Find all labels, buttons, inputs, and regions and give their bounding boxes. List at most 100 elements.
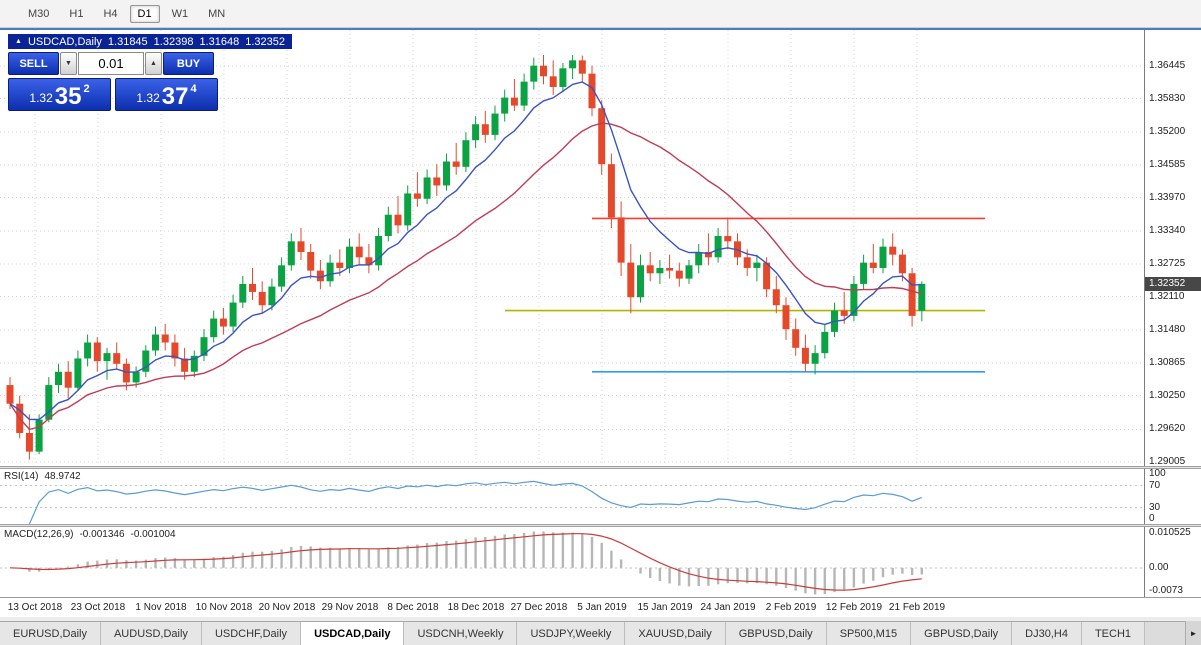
tab-gbpusd-daily[interactable]: GBPUSD,Daily xyxy=(911,622,1013,645)
timeframe-button-w1[interactable]: W1 xyxy=(164,5,197,23)
price-axis-label: 1.31480 xyxy=(1149,324,1186,336)
lot-increase-button[interactable]: ▲ xyxy=(145,52,162,75)
tab-scroll-right-button[interactable]: ► xyxy=(1185,621,1201,645)
chart-title-bar: ▲ USDCAD,Daily 1.31845 1.32398 1.31648 1… xyxy=(8,34,292,49)
price-axis-label: 1.30250 xyxy=(1149,389,1186,401)
indicator-axis-label: -0.0073 xyxy=(1149,585,1183,596)
triangle-up-icon: ▲ xyxy=(15,38,22,45)
tab-audusd-daily[interactable]: AUDUSD,Daily xyxy=(100,622,202,645)
tab-eurusd-daily[interactable]: EURUSD,Daily xyxy=(0,622,101,645)
lot-size-input[interactable]: 0.01 xyxy=(78,52,144,75)
sell-price-prefix: 1.32 xyxy=(29,91,53,105)
macd-panel[interactable]: MACD(12,26,9) -0.001346 -0.001004 xyxy=(0,527,1144,597)
rsi-value: 48.9742 xyxy=(44,471,81,482)
date-axis-label: 12 Feb 2019 xyxy=(825,602,883,613)
indicator-axis-label: 100 xyxy=(1149,468,1166,479)
date-axis-label: 18 Dec 2018 xyxy=(447,602,505,613)
macd-signal-value: -0.001004 xyxy=(130,529,176,540)
buy-price-point: 4 xyxy=(190,83,197,95)
ohlc-low: 1.31648 xyxy=(199,35,240,48)
macd-main-value: -0.001346 xyxy=(79,529,125,540)
sell-button[interactable]: SELL xyxy=(8,52,59,75)
rsi-name: RSI(14) xyxy=(4,471,39,482)
tab-usdcad-daily[interactable]: USDCAD,Daily xyxy=(301,622,405,645)
rsi-panel[interactable]: RSI(14) 48.9742 xyxy=(0,469,1144,524)
ohlc-close: 1.32352 xyxy=(245,35,285,48)
sell-price-point: 2 xyxy=(83,83,90,95)
trade-controls-row: SELL ▼ 0.01 ▲ BUY xyxy=(8,52,218,75)
indicator-axis-label: 0.00 xyxy=(1149,561,1169,573)
tab-usdchf-daily[interactable]: USDCHF,Daily xyxy=(201,622,302,645)
rsi-line xyxy=(28,480,923,524)
tab-gbpusd-daily[interactable]: GBPUSD,Daily xyxy=(725,622,827,645)
sell-price-pips: 35 xyxy=(54,82,82,110)
macd-indicator-label: MACD(12,26,9) -0.001346 -0.001004 xyxy=(4,529,176,540)
status-strip xyxy=(0,617,1201,621)
sell-price-button[interactable]: 1.32 35 2 xyxy=(8,78,111,111)
price-chart-canvas[interactable] xyxy=(0,30,1144,466)
candles-group xyxy=(6,55,926,460)
tab-usdjpy-weekly[interactable]: USDJPY,Weekly xyxy=(517,622,626,645)
price-axis-label: 1.32725 xyxy=(1149,257,1186,269)
date-axis-label: 20 Nov 2018 xyxy=(258,602,316,613)
price-chart[interactable] xyxy=(0,30,1144,466)
tab-dj30-h4[interactable]: DJ30,H4 xyxy=(1012,622,1082,645)
macd-canvas xyxy=(0,531,1144,595)
lot-decrease-button[interactable]: ▼ xyxy=(60,52,77,75)
tab-tech1[interactable]: TECH1 xyxy=(1081,622,1145,645)
ma-fast-line xyxy=(9,81,922,421)
tab-sp500-m15[interactable]: SP500,M15 xyxy=(826,622,912,645)
chevron-down-icon: ▼ xyxy=(65,60,72,67)
buy-button[interactable]: BUY xyxy=(163,52,214,75)
ohlc-open: 1.31845 xyxy=(107,35,148,48)
one-click-trading-panel: SELL ▼ 0.01 ▲ BUY 1.32 35 2 1.32 37 4 xyxy=(8,52,218,111)
price-axis-label: 1.36445 xyxy=(1149,59,1186,71)
date-axis-label: 15 Jan 2019 xyxy=(637,602,693,613)
indicator-axis-label: 0.010525 xyxy=(1149,527,1191,538)
symbol-tab-bar: EURUSD,Daily AUDUSD,Daily USDCHF,Daily USDC… xyxy=(0,621,1201,645)
chart-symbol-label: USDCAD,Daily xyxy=(27,35,102,48)
price-axis-label: 1.30865 xyxy=(1149,356,1186,368)
price-axis-label: 1.29620 xyxy=(1149,423,1186,435)
buy-price-button[interactable]: 1.32 37 4 xyxy=(115,78,218,111)
timeframe-toolbar: M30 H1 H4 D1 W1 MN xyxy=(0,0,1201,28)
chevron-up-icon: ▲ xyxy=(150,60,157,67)
price-axis-label: 1.35830 xyxy=(1149,92,1186,104)
timeframe-button-mn[interactable]: MN xyxy=(200,5,233,23)
price-axis[interactable]: 1.32352 1.36445 1.35830 1.35200 1.34585 1.33… xyxy=(1144,30,1201,597)
tab-usdcnh-weekly[interactable]: USDCNH,Weekly xyxy=(404,622,518,645)
date-axis-label: 29 Nov 2018 xyxy=(321,602,379,613)
macd-signal-line xyxy=(9,533,922,591)
date-axis-label: 8 Dec 2018 xyxy=(387,602,439,613)
date-axis-label: 10 Nov 2018 xyxy=(195,602,253,613)
date-axis-label: 27 Dec 2018 xyxy=(510,602,568,613)
rsi-indicator-label: RSI(14) 48.9742 xyxy=(4,471,81,482)
timeframe-button-d1[interactable]: D1 xyxy=(129,4,160,23)
price-axis-label: 1.34585 xyxy=(1149,158,1186,170)
timeframe-button-h4[interactable]: H4 xyxy=(95,5,125,23)
trade-prices-row: 1.32 35 2 1.32 37 4 xyxy=(8,78,218,111)
rsi-canvas xyxy=(0,480,1144,524)
price-axis-label: 1.33970 xyxy=(1149,191,1186,203)
price-axis-label: 1.29005 xyxy=(1149,456,1186,467)
indicator-axis-label: 0 xyxy=(1149,513,1155,524)
price-axis-label: 1.33340 xyxy=(1149,225,1186,237)
price-axis-label: 1.32110 xyxy=(1149,290,1185,302)
date-axis[interactable]: 13 Oct 2018 23 Oct 2018 1 Nov 2018 10 Nov 2… xyxy=(0,597,1201,617)
ma-slow-line xyxy=(9,122,922,431)
date-axis-label: 1 Nov 2018 xyxy=(135,602,187,613)
panel-splitter[interactable] xyxy=(0,524,1201,527)
timeframe-button-h1[interactable]: H1 xyxy=(61,5,91,23)
tab-xauusd-daily[interactable]: XAUUSD,Daily xyxy=(625,622,726,645)
date-axis-label: 21 Feb 2019 xyxy=(888,602,946,613)
date-axis-label: 5 Jan 2019 xyxy=(577,602,627,613)
date-axis-label: 23 Oct 2018 xyxy=(70,602,126,613)
date-axis-label: 24 Jan 2019 xyxy=(700,602,756,613)
date-axis-label: 13 Oct 2018 xyxy=(7,602,63,613)
price-axis-label: 1.35200 xyxy=(1149,126,1186,138)
macd-name: MACD(12,26,9) xyxy=(4,529,74,540)
current-price-badge: 1.32352 xyxy=(1145,276,1201,291)
indicator-axis-label: 70 xyxy=(1149,479,1161,491)
panel-splitter[interactable] xyxy=(0,466,1201,469)
timeframe-button-m30[interactable]: M30 xyxy=(20,5,57,23)
